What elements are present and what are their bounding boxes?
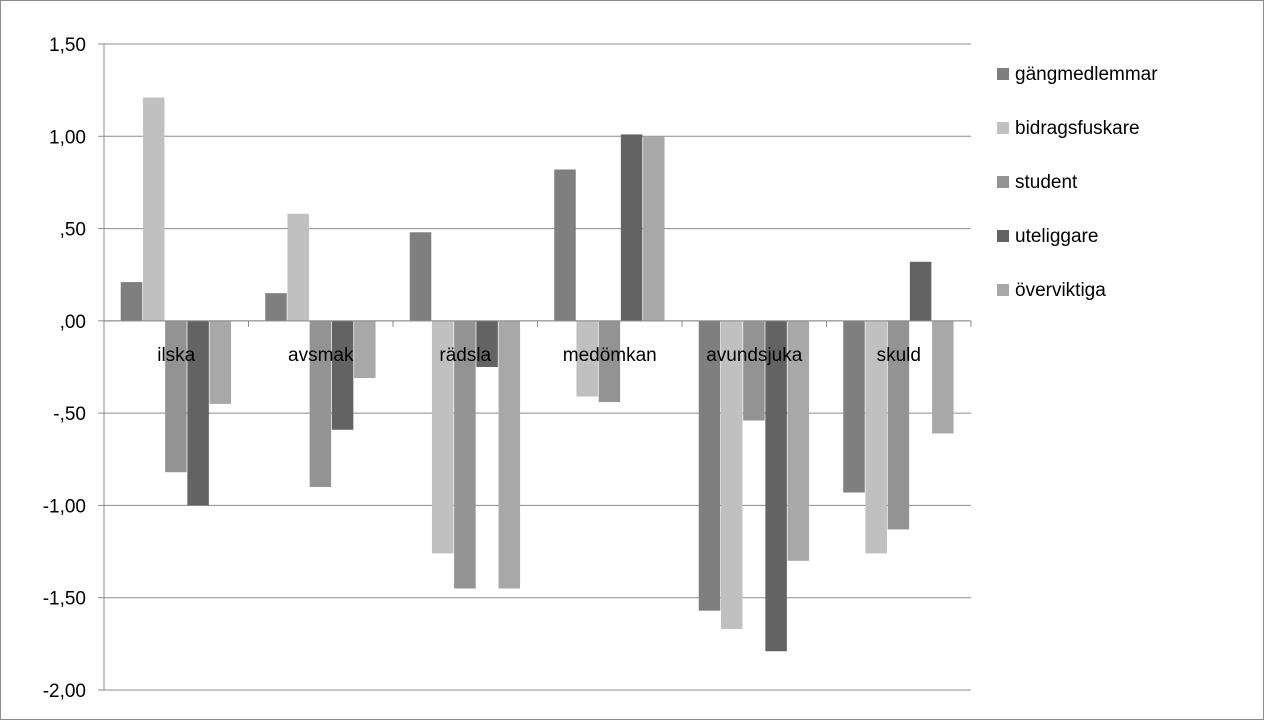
y-tick-label: -,50 — [53, 404, 86, 425]
legend-swatch — [997, 122, 1009, 134]
bar — [431, 320, 454, 554]
bar — [454, 320, 476, 589]
bar — [142, 97, 165, 321]
bar — [209, 320, 232, 404]
bar — [409, 232, 432, 321]
bars — [120, 97, 954, 652]
legend-swatch — [997, 230, 1009, 242]
legend-label: student — [1015, 172, 1078, 193]
bar — [331, 320, 354, 430]
legend-swatch — [997, 68, 1009, 80]
y-tick-label: ,00 — [60, 312, 86, 333]
bar — [576, 320, 598, 397]
y-tick-label: -1,00 — [43, 496, 86, 517]
legend-label: uteliggare — [1015, 226, 1098, 247]
y-tick-label: -2,00 — [43, 681, 86, 702]
bar — [620, 134, 643, 321]
category-label: ilska — [157, 345, 195, 366]
gridlines — [104, 43, 971, 691]
bar — [554, 169, 576, 321]
bar — [787, 320, 810, 561]
bar — [598, 320, 621, 403]
bar — [743, 320, 765, 421]
bar — [643, 136, 665, 321]
category-label: rädsla — [439, 345, 491, 366]
y-tick-label: 1,50 — [49, 35, 86, 56]
bar — [765, 320, 787, 652]
bar — [476, 320, 498, 367]
category-labels: ilska avsmak rädsla medömkan avundsjuka skuld — [157, 345, 921, 366]
bar — [287, 213, 309, 321]
bar — [698, 320, 721, 611]
y-tick-label: ,50 — [60, 220, 86, 241]
legend-label: överviktiga — [1015, 280, 1106, 301]
legend-label: bidragsfuskare — [1015, 118, 1140, 139]
bar — [887, 320, 910, 530]
category-label: skuld — [877, 345, 921, 366]
bar — [165, 320, 187, 473]
y-tick-label: -1,50 — [43, 589, 86, 610]
y-axis-tick-labels: 1,50 1,00 ,50 ,00 -,50 -1,00 -1,50 -2,00 — [43, 35, 86, 702]
bar — [720, 320, 743, 630]
category-label: avsmak — [288, 345, 354, 366]
legend-swatch — [997, 176, 1009, 188]
legend-swatch — [997, 284, 1009, 296]
bar — [120, 282, 143, 321]
bar — [843, 320, 865, 493]
axes — [98, 43, 972, 691]
bar — [309, 320, 332, 487]
bar — [265, 293, 287, 321]
category-label: avundsjuka — [706, 345, 803, 366]
category-label: medömkan — [563, 345, 657, 366]
bar — [865, 320, 887, 554]
bar — [354, 320, 376, 379]
bar — [909, 261, 932, 321]
legend: gängmedlemmar bidragsfuskare student utelig… — [997, 64, 1158, 301]
bar — [187, 320, 209, 506]
y-tick-label: 1,00 — [49, 127, 86, 148]
bar — [932, 320, 954, 434]
bar — [498, 320, 521, 589]
legend-label: gängmedlemmar — [1015, 64, 1158, 85]
